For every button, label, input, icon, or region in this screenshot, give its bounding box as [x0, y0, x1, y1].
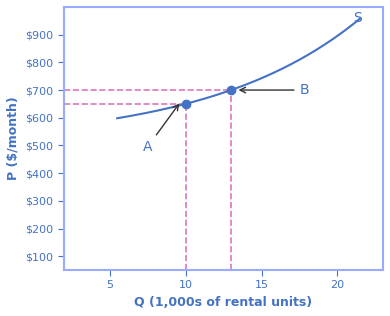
- X-axis label: Q (1,000s of rental units): Q (1,000s of rental units): [135, 296, 313, 309]
- Text: S: S: [353, 11, 362, 25]
- Y-axis label: P ($/month): P ($/month): [7, 97, 20, 180]
- Text: B: B: [240, 83, 309, 97]
- Text: A: A: [143, 105, 179, 154]
